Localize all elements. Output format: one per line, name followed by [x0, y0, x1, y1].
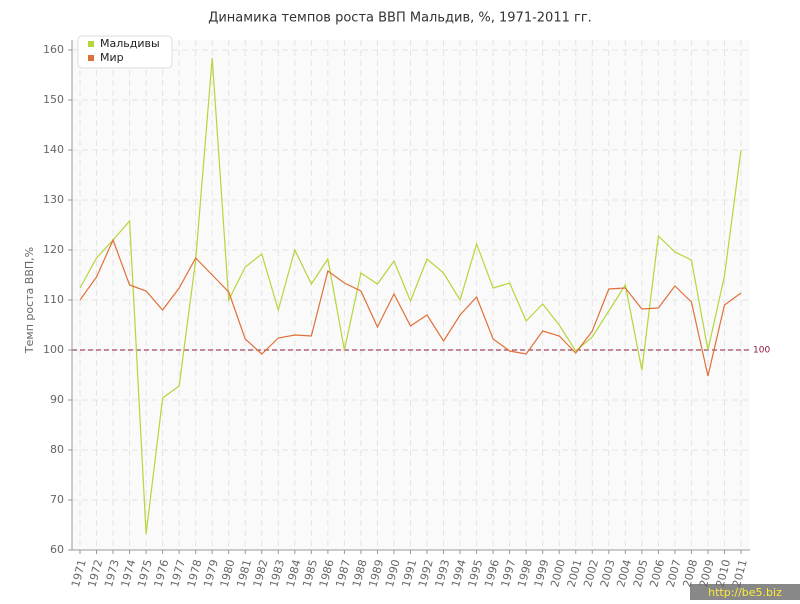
y-tick-label: 70 — [50, 493, 64, 506]
watermark-bg — [690, 584, 800, 600]
legend-label: Мир — [100, 51, 124, 64]
reference-label: 100 — [753, 346, 770, 356]
y-tick-label: 140 — [43, 143, 64, 156]
legend-swatch — [88, 55, 94, 61]
y-tick-label: 100 — [43, 343, 64, 356]
y-tick-label: 130 — [43, 193, 64, 206]
series-line — [79, 238, 742, 377]
chart-title: Динамика темпов роста ВВП Мальдив, %, 19… — [208, 11, 592, 26]
y-tick-label: 150 — [43, 93, 64, 106]
series-line — [79, 57, 742, 535]
y-axis-label: Темп роста ВВП,% — [23, 247, 36, 354]
y-tick-label: 90 — [50, 393, 64, 406]
y-tick-label: 80 — [50, 443, 64, 456]
legend-swatch — [88, 41, 94, 47]
watermark: http://be5.biz — [708, 586, 782, 599]
y-tick-label: 110 — [43, 293, 64, 306]
y-tick-label: 60 — [50, 543, 64, 556]
legend-label: Мальдивы — [100, 37, 160, 50]
y-tick-label: 160 — [43, 43, 64, 56]
legend — [77, 35, 173, 69]
y-tick-label: 120 — [43, 243, 64, 256]
